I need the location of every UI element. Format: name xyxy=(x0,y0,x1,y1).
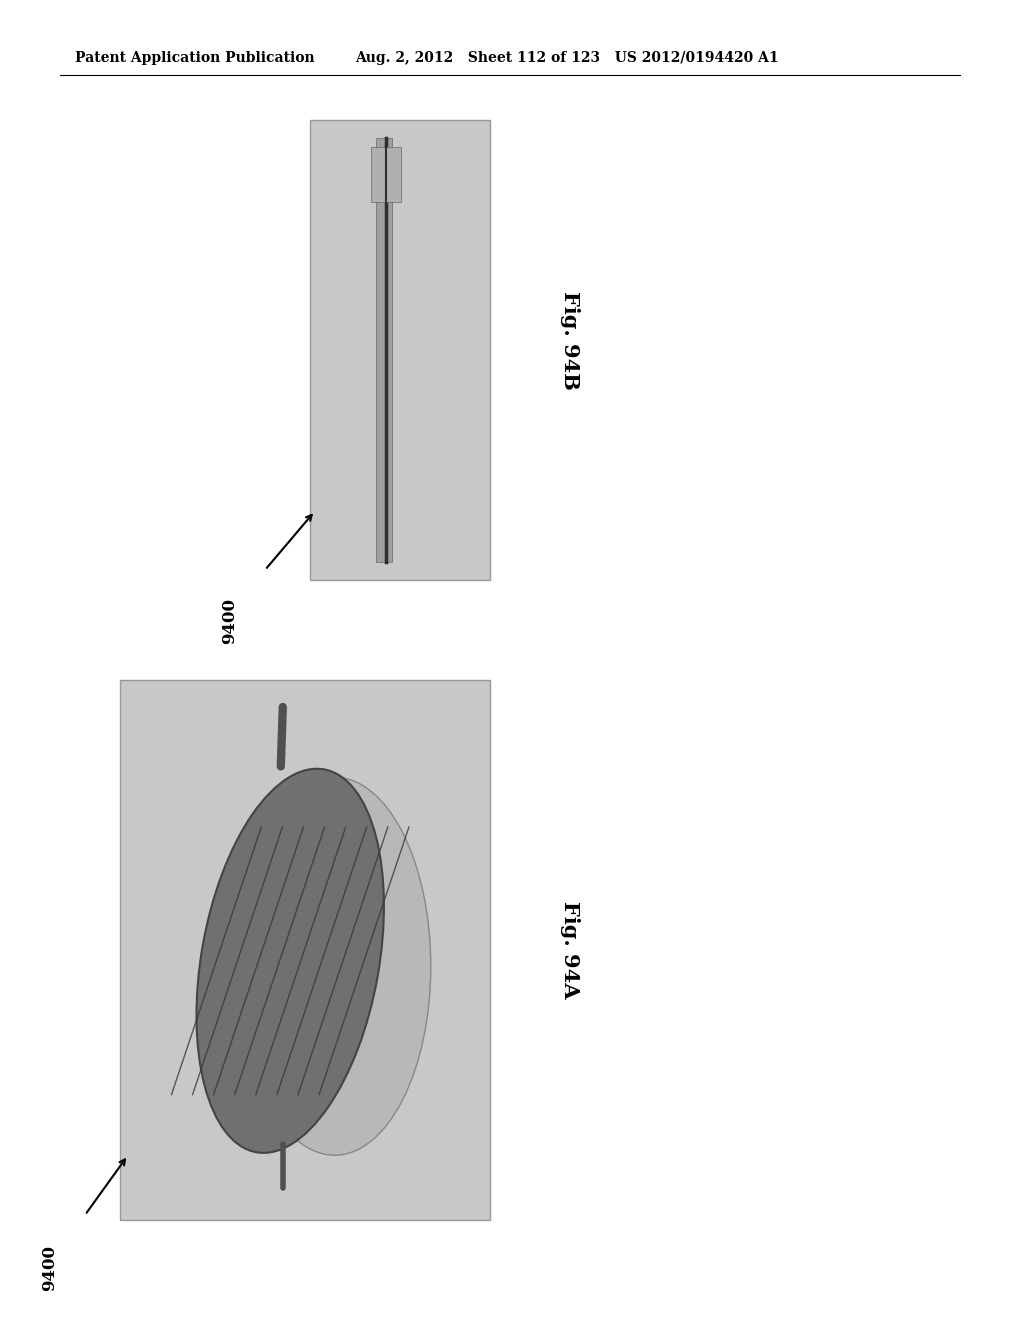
Text: 9400: 9400 xyxy=(42,1245,58,1291)
Ellipse shape xyxy=(197,768,384,1152)
Bar xyxy=(371,147,400,202)
Text: Patent Application Publication: Patent Application Publication xyxy=(75,51,314,65)
Bar xyxy=(376,139,391,561)
Text: Fig. 94B: Fig. 94B xyxy=(560,292,580,391)
Ellipse shape xyxy=(239,777,431,1155)
Text: Aug. 2, 2012   Sheet 112 of 123   US 2012/0194420 A1: Aug. 2, 2012 Sheet 112 of 123 US 2012/01… xyxy=(355,51,778,65)
Bar xyxy=(120,680,490,1220)
Text: 9400: 9400 xyxy=(221,598,239,644)
Bar xyxy=(310,120,490,579)
Text: Fig. 94A: Fig. 94A xyxy=(560,902,580,999)
